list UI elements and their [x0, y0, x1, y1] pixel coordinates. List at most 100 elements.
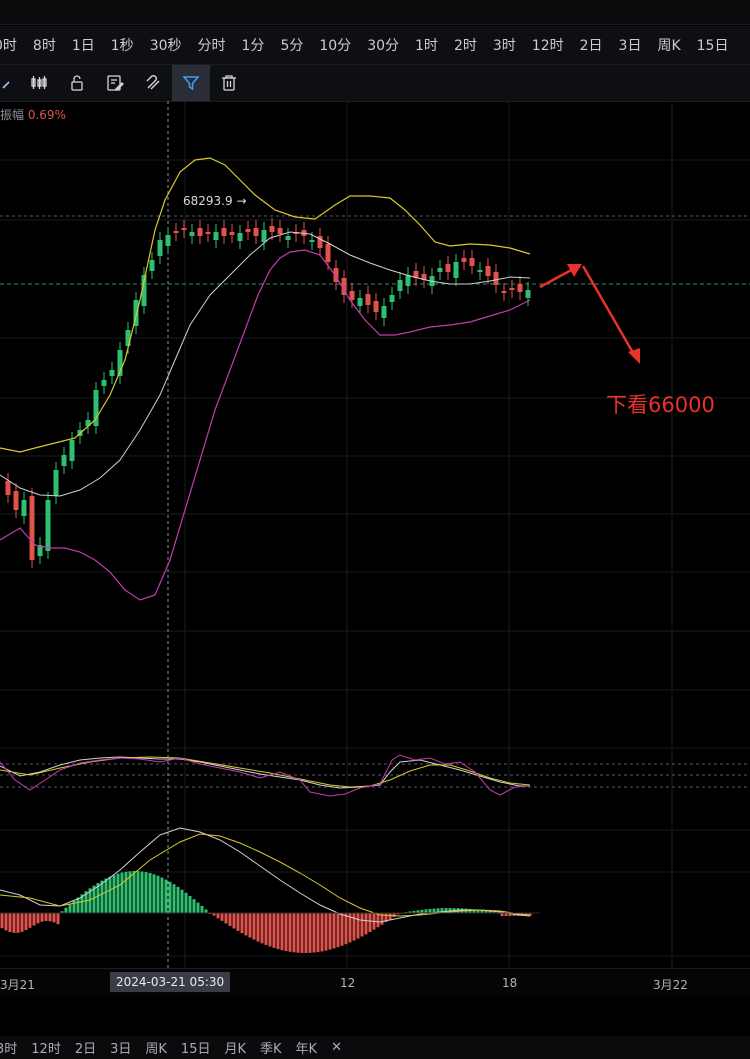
candle-body [141, 275, 147, 306]
reference-lines [0, 215, 750, 788]
bottom-interval-5[interactable]: 15日 [180, 1042, 211, 1057]
macd-bar [268, 913, 272, 947]
candle-body [437, 268, 443, 272]
bottom-interval-2[interactable]: 2日 [74, 1042, 97, 1057]
interval-15[interactable]: 3日 [618, 38, 642, 54]
interval-9[interactable]: 30分 [367, 38, 400, 54]
bottom-interval-8[interactable]: 年K [295, 1042, 318, 1057]
interval-6[interactable]: 1分 [241, 38, 265, 54]
macd-bar [192, 899, 196, 913]
macd-bar [332, 913, 336, 949]
candle-body [85, 420, 91, 426]
candle-body [29, 496, 35, 560]
interval-12[interactable]: 3时 [492, 38, 516, 54]
bottom-interval-0[interactable]: 3时 [0, 1042, 18, 1057]
macd-bar [148, 873, 152, 913]
candle-body [133, 300, 139, 326]
macd-bar [296, 913, 300, 953]
interval-8[interactable]: 10分 [319, 38, 352, 54]
candlesticks [5, 218, 531, 568]
bottom-interval-7[interactable]: 季K [260, 1042, 282, 1057]
candle-body [285, 236, 291, 240]
candle-body [69, 440, 75, 461]
macd-bar [200, 905, 204, 913]
macd-bar [180, 889, 184, 913]
macd-bar [4, 913, 8, 931]
candle-body [509, 288, 515, 290]
macd-bar [356, 913, 360, 939]
pen-tool-button[interactable] [0, 65, 20, 101]
interval-10[interactable]: 1时 [415, 38, 438, 54]
macd-bar [184, 892, 188, 913]
edit-button[interactable] [96, 65, 134, 101]
macd-bar [108, 876, 112, 913]
macd-bar [100, 880, 104, 913]
macd-bar [72, 900, 76, 913]
interval-13[interactable]: 12时 [531, 38, 564, 54]
candle-body [101, 380, 107, 386]
candle-body [237, 233, 243, 241]
macd-bar [304, 913, 308, 953]
chart-canvas[interactable] [0, 101, 750, 968]
candle-body [181, 228, 187, 230]
macd-dea-line [0, 833, 531, 917]
candle-body [341, 278, 347, 295]
interval-16[interactable]: 周K [657, 38, 681, 54]
macd-bar [188, 895, 192, 913]
close-icon[interactable]: ✕ [331, 1040, 342, 1055]
top-bar [0, 0, 750, 25]
candle-body [421, 274, 427, 280]
candle-body [165, 235, 171, 246]
candle-body [277, 228, 283, 234]
candle-body [261, 230, 267, 242]
interval-0[interactable]: 0时 [0, 38, 17, 54]
interval-11[interactable]: 2时 [453, 38, 477, 54]
macd-bar [280, 913, 284, 951]
macd-bar [352, 913, 356, 941]
macd-bar [424, 909, 428, 913]
candle-body [213, 232, 219, 240]
interval-3[interactable]: 1秒 [110, 38, 134, 54]
macd-bar [236, 913, 240, 931]
macd-bar [136, 871, 140, 913]
macd-bar [308, 913, 312, 953]
bottom-interval-6[interactable]: 月K [224, 1042, 246, 1057]
macd-bar [444, 908, 448, 913]
magnet-button[interactable] [134, 65, 172, 101]
macd-bar [408, 911, 412, 913]
interval-4[interactable]: 30秒 [149, 38, 182, 54]
bottom-interval-1[interactable]: 12时 [31, 1042, 61, 1057]
macd-bar [196, 902, 200, 913]
macd-bar [68, 904, 72, 913]
boll-upper-line [0, 157, 531, 453]
interval-bar: 0时 8时 1日 1秒 30秒 分时 1分 5分 10分 30分 1时 2时 3… [0, 26, 750, 65]
interval-5[interactable]: 分时 [197, 38, 226, 54]
macd-bar [28, 913, 32, 928]
macd-bar [340, 913, 344, 946]
interval-17[interactable]: 15日 [696, 38, 729, 54]
macd-bar [104, 878, 108, 913]
candle-body [205, 232, 211, 234]
macd-bar [224, 913, 228, 924]
macd-bar [344, 913, 348, 945]
bottom-interval-4[interactable]: 周K [145, 1042, 167, 1057]
macd-bar [220, 913, 224, 921]
interval-14[interactable]: 2日 [579, 38, 603, 54]
macd-bar [20, 913, 24, 932]
amplitude-value: 0.69% [27, 108, 66, 122]
interval-1[interactable]: 8时 [32, 38, 56, 54]
macd-bar [212, 913, 216, 916]
bottom-interval-3[interactable]: 3日 [110, 1042, 132, 1057]
macd-bar [232, 913, 236, 929]
trash-icon [222, 75, 236, 91]
trash-button[interactable] [210, 65, 248, 101]
interval-7[interactable]: 5分 [280, 38, 304, 54]
candle-body [93, 390, 99, 426]
macd-bar [96, 882, 100, 913]
lock-button[interactable] [58, 65, 96, 101]
macd-bar [204, 909, 208, 913]
candles-button[interactable] [20, 65, 58, 101]
filter-button[interactable] [172, 65, 210, 101]
macd-bar [80, 894, 84, 913]
interval-2[interactable]: 1日 [71, 38, 95, 54]
